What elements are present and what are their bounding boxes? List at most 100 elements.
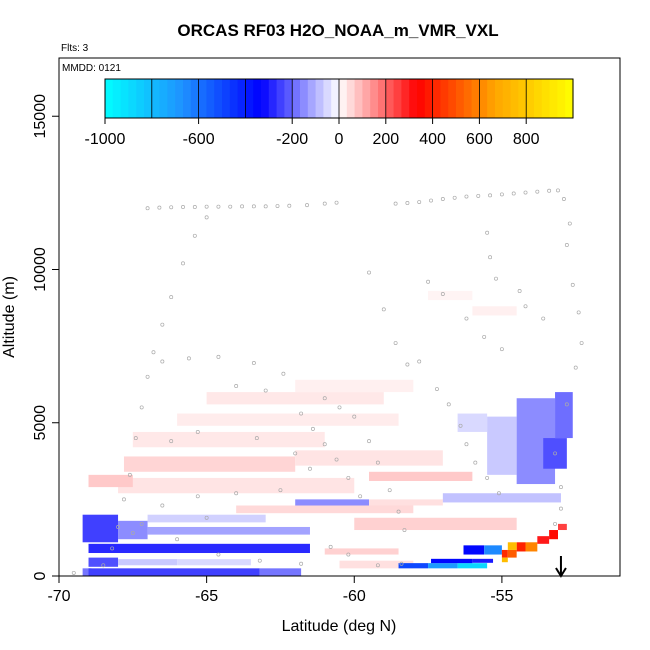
colorbar-segment bbox=[463, 79, 473, 118]
track-point bbox=[446, 402, 451, 407]
arrow-head bbox=[555, 567, 567, 578]
colorbar-tick-label: -1000 bbox=[85, 131, 126, 148]
heatmap-cell bbox=[557, 523, 567, 531]
heatmap-cell bbox=[177, 413, 399, 426]
flights-label: Flts: 3 bbox=[61, 43, 89, 54]
track-point bbox=[558, 485, 563, 490]
down-arrow-marker bbox=[555, 556, 567, 578]
track-point bbox=[561, 197, 566, 201]
track-point bbox=[576, 310, 581, 315]
colorbar-segment bbox=[354, 79, 363, 118]
colorbar-segment bbox=[541, 79, 551, 118]
track-point bbox=[181, 261, 185, 266]
heatmap-cell bbox=[428, 563, 458, 569]
colorbar-segment bbox=[417, 79, 426, 118]
heatmap-cell bbox=[118, 477, 355, 494]
heatmap-cell bbox=[398, 563, 429, 569]
track-point bbox=[464, 316, 469, 321]
track-point bbox=[175, 537, 180, 542]
y-tick-label: 5000 bbox=[32, 405, 49, 441]
track-point bbox=[204, 515, 209, 520]
track-point bbox=[169, 205, 174, 210]
heatmap-cell bbox=[507, 542, 517, 550]
colorbar-segment bbox=[222, 79, 231, 118]
heatmap-cell bbox=[88, 568, 260, 576]
track-point bbox=[417, 359, 422, 364]
heatmap-cell bbox=[487, 416, 517, 475]
track-point bbox=[263, 388, 268, 393]
heatmap-cell bbox=[259, 568, 302, 576]
heatmap-cell bbox=[82, 514, 119, 543]
y-axis: 0 5000 10000 15000 bbox=[32, 94, 59, 580]
colorbar-segment bbox=[518, 79, 527, 118]
colorbar-segment bbox=[229, 79, 239, 118]
colorbar-segment bbox=[549, 79, 558, 118]
track-point bbox=[553, 451, 557, 456]
track-point bbox=[101, 563, 106, 568]
heatmap-cell bbox=[147, 514, 266, 523]
track-point bbox=[328, 544, 333, 549]
track-point bbox=[458, 423, 463, 428]
track-point bbox=[139, 405, 144, 410]
colorbar bbox=[104, 78, 574, 119]
track-point bbox=[547, 188, 552, 193]
colorbar-segment bbox=[448, 79, 457, 118]
heatmap-cell bbox=[206, 392, 384, 405]
colorbar-segment bbox=[151, 79, 161, 118]
track-point bbox=[278, 488, 283, 493]
track-point bbox=[157, 205, 162, 210]
colorbar-segment bbox=[120, 79, 129, 118]
colorbar-segment bbox=[370, 79, 379, 118]
colorbar-segment bbox=[292, 79, 301, 118]
track-point bbox=[169, 295, 174, 300]
colorbar-segment bbox=[424, 79, 434, 118]
heatmap-cell bbox=[543, 438, 567, 469]
colorbar-segment bbox=[253, 79, 262, 118]
heatmap-cell bbox=[501, 557, 508, 563]
heatmap-cell bbox=[123, 456, 296, 472]
colorbar-segment bbox=[440, 79, 449, 118]
heatmap-cell bbox=[369, 499, 443, 506]
x-tick-label: -65 bbox=[195, 588, 218, 605]
colorbar-segment bbox=[378, 79, 387, 118]
colorbar-segment bbox=[557, 79, 566, 118]
track-point bbox=[195, 494, 200, 499]
heatmap-cell bbox=[525, 542, 538, 552]
colorbar-segment bbox=[510, 79, 519, 118]
colorbar-segment bbox=[144, 79, 153, 118]
track-point bbox=[367, 270, 371, 275]
track-point bbox=[387, 488, 392, 493]
heatmap-cell bbox=[295, 499, 370, 506]
track-point bbox=[139, 521, 144, 526]
track-point bbox=[305, 203, 309, 208]
track-point bbox=[257, 558, 262, 563]
track-point bbox=[570, 282, 575, 287]
colorbar-segment bbox=[409, 79, 418, 118]
track-point bbox=[405, 362, 410, 367]
heatmap-cell bbox=[428, 290, 473, 301]
colorbar-segment bbox=[268, 79, 278, 118]
colorbar-segment bbox=[331, 79, 340, 118]
colorbar-ticks: -1000 -600 -200 0 200 400 600 800 bbox=[85, 118, 540, 148]
track-point bbox=[523, 190, 528, 195]
track-point bbox=[195, 429, 200, 434]
track-point bbox=[346, 475, 351, 480]
track-point bbox=[440, 292, 445, 296]
track-point bbox=[393, 341, 398, 346]
track-point bbox=[473, 460, 478, 465]
heatmap-cell bbox=[82, 568, 92, 576]
track-point bbox=[240, 204, 245, 209]
track-point bbox=[204, 204, 209, 209]
x-axis-label: Latitude (deg N) bbox=[282, 618, 397, 635]
track-point bbox=[216, 552, 221, 557]
track-point bbox=[181, 205, 185, 209]
colorbar-tick-label: 800 bbox=[513, 131, 540, 148]
track-point bbox=[517, 288, 522, 293]
x-tick-label: -55 bbox=[490, 588, 513, 605]
colorbar-segment bbox=[214, 79, 223, 118]
track-point bbox=[228, 204, 233, 209]
track-point bbox=[375, 563, 380, 568]
track-point bbox=[130, 531, 135, 536]
heatmap-cell bbox=[501, 549, 508, 558]
